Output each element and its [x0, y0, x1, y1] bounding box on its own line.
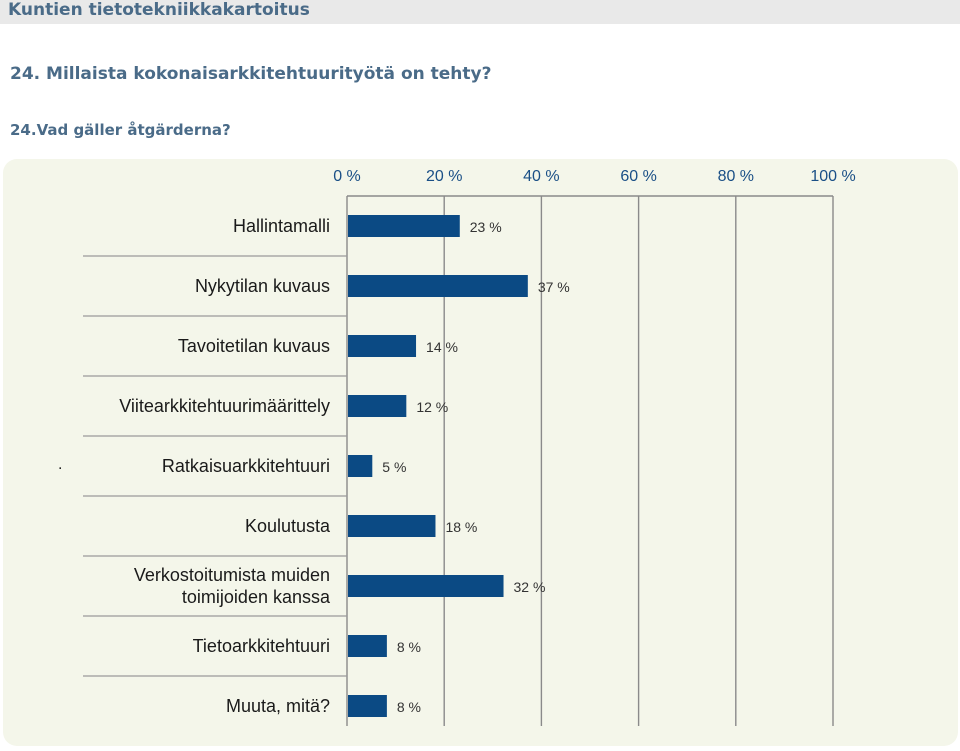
bar — [348, 575, 504, 597]
x-tick-label: 60 % — [620, 168, 656, 185]
category-label: toimijoiden kanssa — [182, 587, 331, 607]
x-tick-label: 0 % — [333, 168, 361, 185]
bar — [348, 215, 460, 237]
header-band — [0, 0, 960, 24]
bar — [348, 455, 373, 477]
x-tick-label: 80 % — [718, 168, 754, 185]
stray-mark: . — [58, 456, 62, 473]
value-label: 5 % — [382, 459, 406, 475]
category-label: Muuta, mitä? — [226, 696, 330, 716]
value-label: 23 % — [470, 219, 502, 235]
value-label: 12 % — [416, 399, 448, 415]
value-label: 32 % — [514, 579, 546, 595]
category-label: Ratkaisuarkkitehtuuri — [162, 456, 330, 476]
bar — [348, 695, 387, 717]
value-label: 18 % — [445, 519, 477, 535]
x-tick-label: 40 % — [523, 168, 559, 185]
category-label: Tavoitetilan kuvaus — [178, 336, 330, 356]
x-tick-label: 100 % — [810, 168, 855, 185]
bar — [348, 635, 387, 657]
bar — [348, 275, 528, 297]
category-label: Tietoarkkitehtuuri — [193, 636, 330, 656]
app-title: Kuntien tietotekniikkakartoitus — [8, 0, 310, 20]
value-label: 14 % — [426, 339, 458, 355]
value-label: 8 % — [397, 699, 421, 715]
category-label: Viitearkkitehtuurimäärittely — [119, 396, 330, 416]
category-label: Verkostoitumista muiden — [134, 565, 330, 585]
bar — [348, 335, 417, 357]
bar — [348, 395, 407, 417]
value-label: 8 % — [397, 639, 421, 655]
question-subtitle: 24.Vad gäller åtgärderna? — [10, 121, 231, 139]
category-label: Nykytilan kuvaus — [195, 276, 330, 296]
category-label: Koulutusta — [245, 516, 331, 536]
bar — [348, 515, 436, 537]
chart-panel — [3, 159, 958, 746]
question-title: 24. Millaista kokonaisarkkitehtuurityötä… — [10, 64, 492, 84]
category-label: Hallintamalli — [233, 216, 330, 236]
value-label: 37 % — [538, 279, 570, 295]
x-tick-label: 20 % — [426, 168, 462, 185]
